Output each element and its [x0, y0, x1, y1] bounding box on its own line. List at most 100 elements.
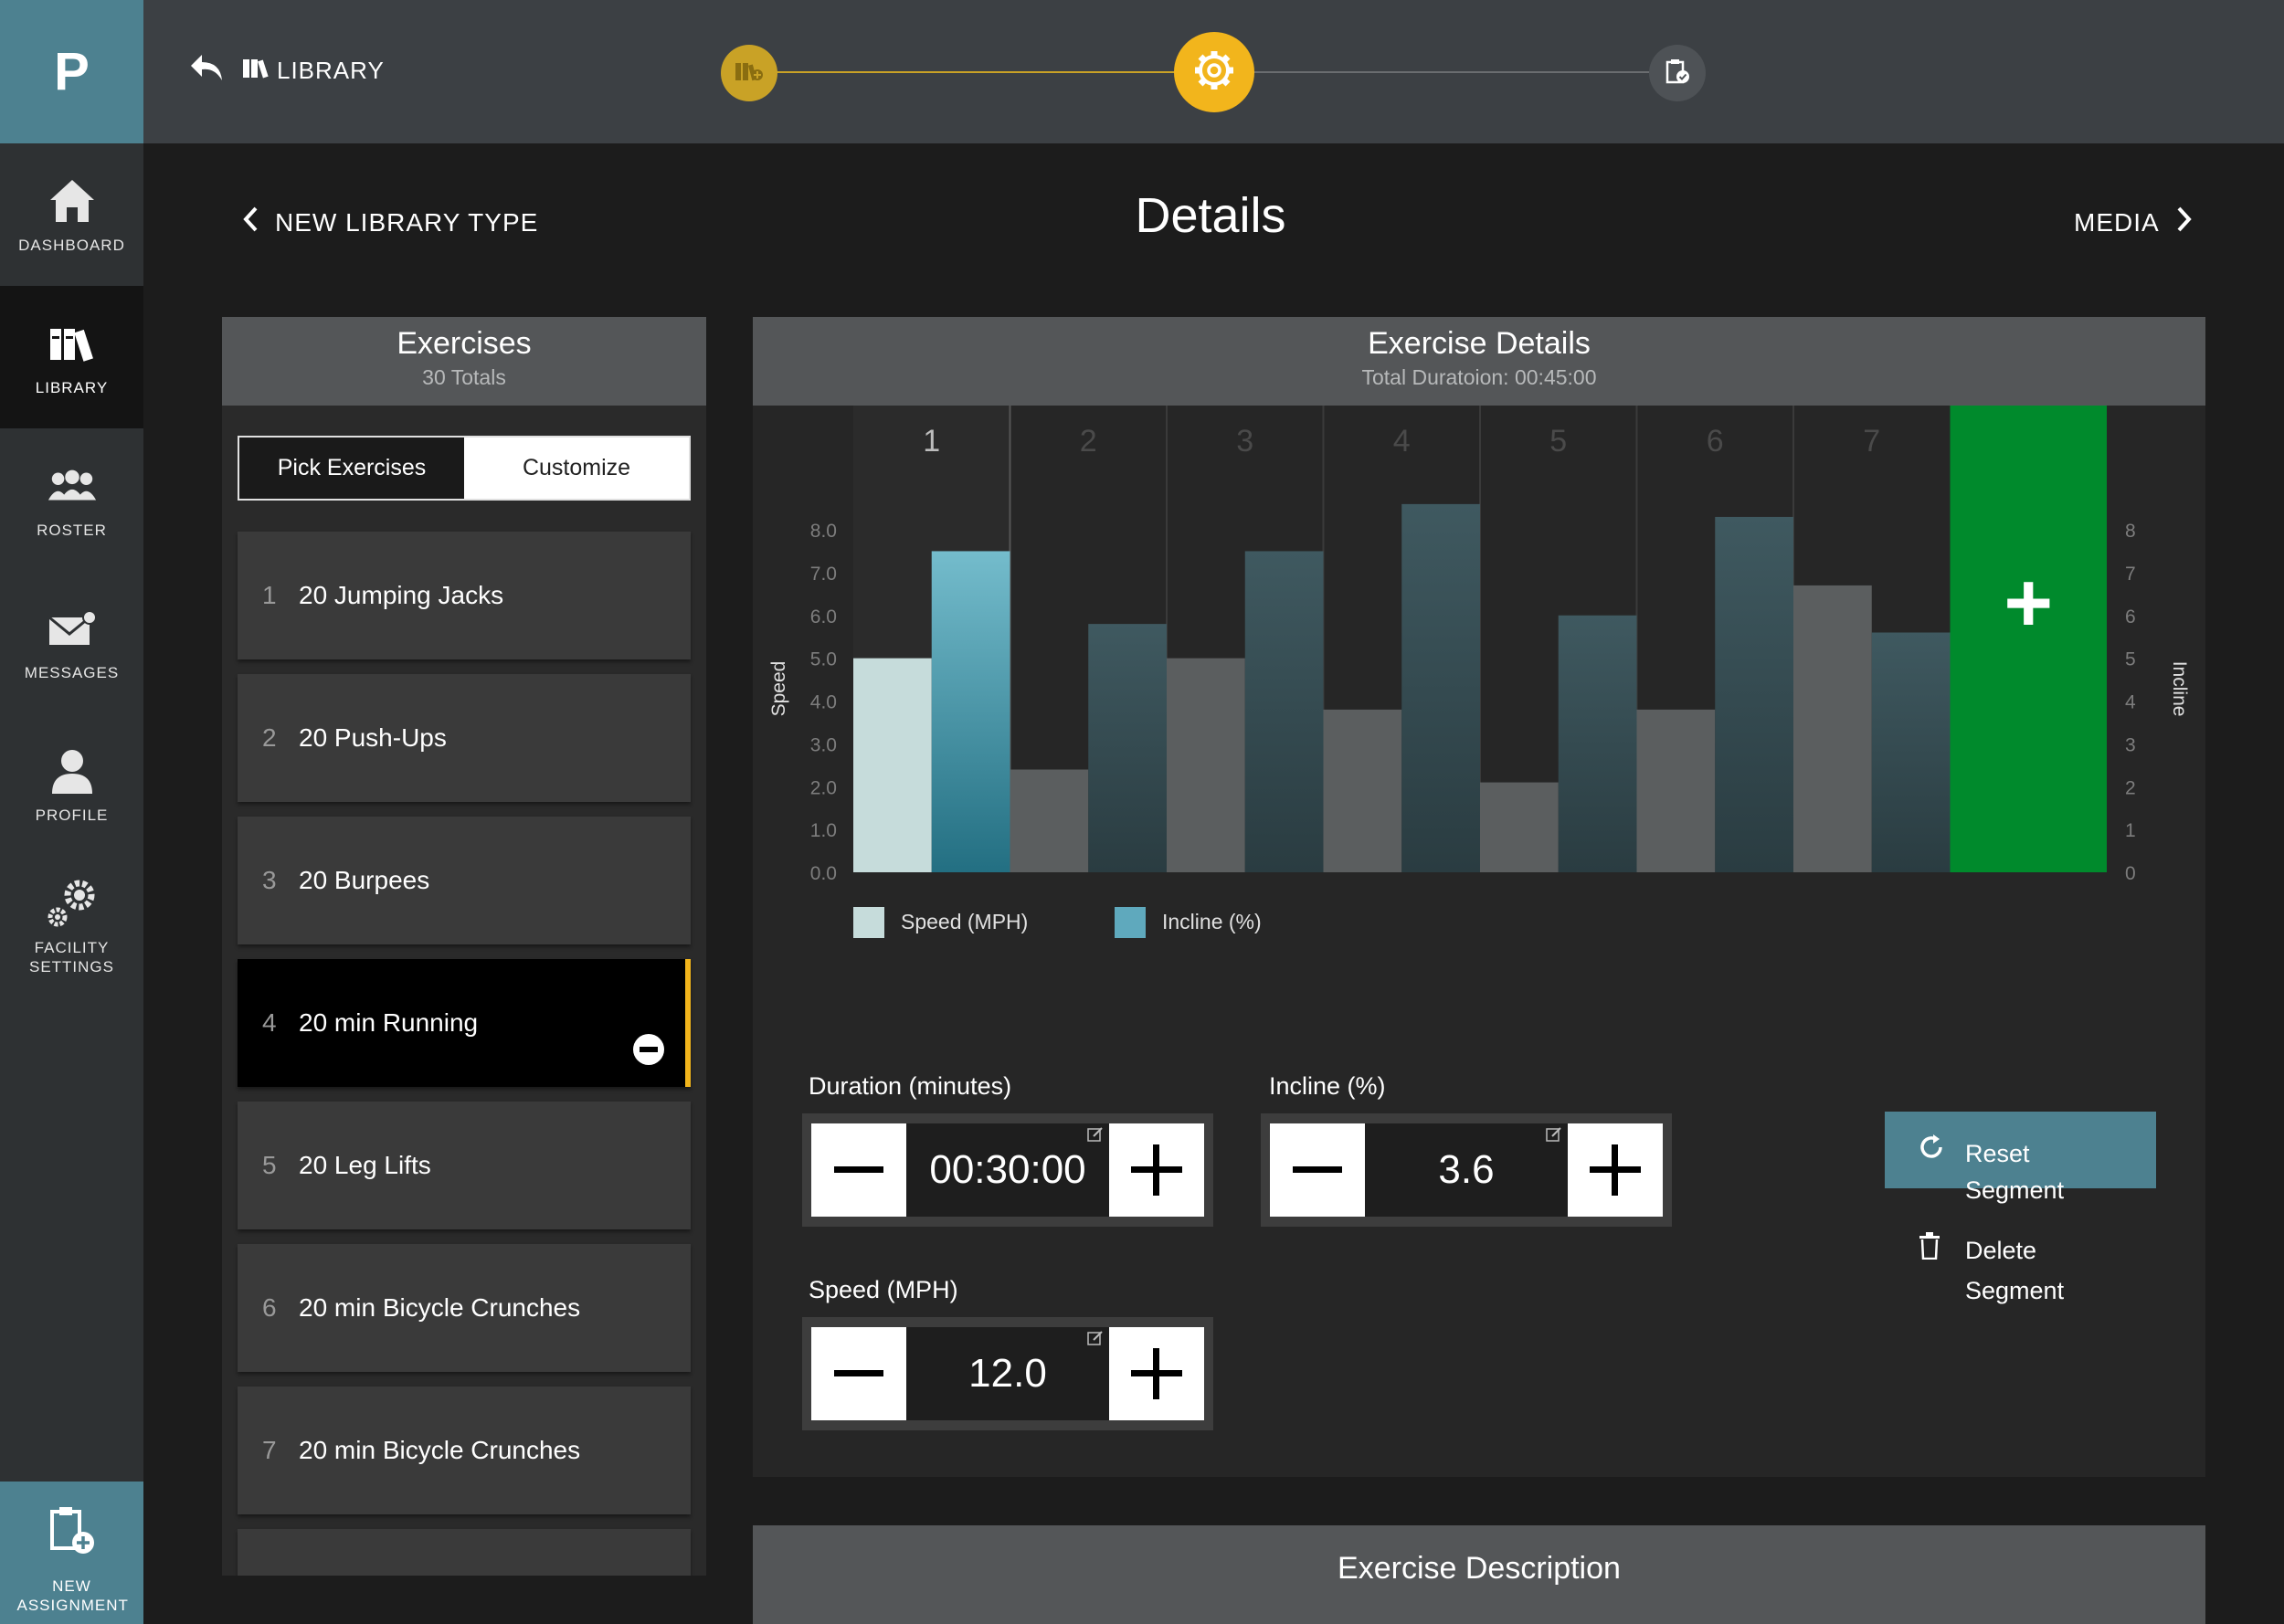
exercise-list-item[interactable]: 6 20 min Bicycle Crunches	[238, 1244, 691, 1372]
next-step-label: MEDIA	[2074, 207, 2160, 237]
y2-tick-label: 3	[2125, 734, 2136, 755]
exercise-number: 7	[262, 1436, 277, 1464]
exercise-list-item[interactable]: 2 20 Push-Ups	[238, 674, 691, 802]
duration-value[interactable]: 00:30:00	[906, 1123, 1109, 1217]
sidebar-item-label: FACILITY SETTINGS	[28, 939, 114, 975]
segment-number: 2	[1080, 424, 1097, 459]
exercise-list-item[interactable]: 7 20 min Bicycle Crunches	[238, 1387, 691, 1514]
step-media[interactable]	[1649, 45, 1706, 101]
envelope-icon	[47, 603, 98, 654]
minus-icon	[834, 1166, 883, 1173]
back-to-library-button[interactable]: LIBRARY	[189, 53, 385, 89]
exercise-number: 3	[262, 866, 277, 894]
speed-stepper: 12.0	[802, 1317, 1213, 1430]
next-step-link[interactable]: MEDIA	[2074, 206, 2193, 238]
exercise-description-title: Exercise Description	[1338, 1551, 1621, 1586]
exercises-header: Exercises 30 Totals	[222, 317, 706, 406]
chevron-left-icon	[242, 206, 259, 238]
group-icon	[47, 460, 98, 511]
speed-bar	[1167, 658, 1245, 872]
legend-label-incline: Incline (%)	[1162, 910, 1262, 933]
segment-chart: 1 2 3 4 5 6 7 +0.0 1.0 2.0 3.0 4.0 5.0 6.0 7.0 8.0 0 1 2 3 4…	[768, 406, 2190, 938]
tab-pick-exercises[interactable]: Pick Exercises	[239, 438, 464, 499]
exercise-list-item[interactable]: 1 20 Jumping Jacks	[238, 532, 691, 659]
reset-segment-button[interactable]: Reset Segment	[1885, 1112, 2156, 1204]
incline-increment-button[interactable]	[1568, 1123, 1663, 1217]
add-segment-button[interactable]	[1950, 406, 2108, 872]
sidebar-item-dashboard[interactable]: DASHBOARD	[0, 143, 143, 286]
exercise-name: 20 min Bicycle Crunches	[299, 1293, 581, 1322]
step-library-type[interactable]	[721, 45, 777, 101]
incline-label: Incline (%)	[1269, 1072, 1386, 1100]
books-icon	[242, 57, 270, 85]
sidebar-item-roster[interactable]: ROSTER	[0, 428, 143, 571]
y-axis-title: Speed	[768, 661, 789, 717]
exercise-list-item[interactable]: 3 20 Burpees	[238, 817, 691, 944]
tab-customize[interactable]: Customize	[464, 438, 689, 499]
legend-swatch-incline	[1115, 907, 1146, 938]
y-tick-label: 6.0	[810, 606, 837, 627]
y2-tick-label: 6	[2125, 606, 2136, 627]
prev-step-link[interactable]: NEW LIBRARY TYPE	[242, 206, 538, 238]
minus-icon	[834, 1370, 883, 1376]
speed-bar	[1480, 782, 1559, 872]
duration-stepper: 00:30:00	[802, 1113, 1213, 1227]
speed-decrement-button[interactable]	[811, 1327, 906, 1420]
y2-axis-title: Incline	[2169, 661, 2190, 717]
sidebar-item-library[interactable]: LIBRARY	[0, 286, 143, 428]
exercise-mode-tabs: Pick Exercises Customize	[238, 436, 691, 501]
speed-increment-button[interactable]	[1109, 1327, 1204, 1420]
sidebar-item-facility-settings[interactable]: FACILITY SETTINGS	[0, 856, 143, 998]
y-tick-label: 1.0	[810, 820, 837, 841]
plus-icon	[1131, 1348, 1182, 1399]
duration-decrement-button[interactable]	[811, 1123, 906, 1217]
sidebar-item-label: PROFILE	[35, 806, 109, 824]
y2-tick-label: 2	[2125, 777, 2136, 798]
duration-label: Duration (minutes)	[809, 1072, 1012, 1100]
y2-tick-label: 4	[2125, 692, 2136, 713]
remove-exercise-icon[interactable]	[632, 1033, 665, 1072]
page-title: Details	[1135, 188, 1286, 243]
exercise-details-title: Exercise Details	[1368, 326, 1591, 361]
top-bar: LIBRARY	[143, 0, 2284, 143]
segment-number: 6	[1707, 424, 1724, 459]
sidebar-item-messages[interactable]: MESSAGES	[0, 571, 143, 713]
sidebar: P DASHBOARD LIBRARY ROSTER MESSAGES PROF…	[0, 0, 143, 1624]
duration-increment-button[interactable]	[1109, 1123, 1204, 1217]
exercise-list-item-partial[interactable]	[238, 1529, 691, 1576]
sidebar-item-profile[interactable]: PROFILE	[0, 713, 143, 856]
exercise-name: 20 Burpees	[299, 866, 430, 894]
y-tick-label: 8.0	[810, 521, 837, 542]
exercise-list-item[interactable]: 5 20 Leg Lifts	[238, 1102, 691, 1229]
new-assignment-button[interactable]: NEW ASSIGNMENT	[0, 1482, 143, 1624]
exercise-number: 1	[262, 581, 277, 609]
segment-number: 1	[923, 424, 940, 459]
edit-icon	[1087, 1330, 1104, 1351]
incline-bar	[1244, 551, 1324, 872]
delete-segment-button[interactable]: Delete Segment	[1919, 1230, 2156, 1313]
y2-tick-label: 8	[2125, 521, 2136, 542]
speed-bar	[1636, 709, 1716, 872]
speed-value[interactable]: 12.0	[906, 1327, 1109, 1420]
exercise-details-panel: Exercise Details Total Duratoion: 00:45:…	[753, 317, 2205, 1477]
exercises-panel: Exercises 30 Totals Pick Exercises Custo…	[222, 317, 706, 1576]
exercise-name: 20 min Running	[299, 1008, 479, 1037]
incline-bar	[1088, 624, 1167, 872]
incline-value[interactable]: 3.6	[1365, 1123, 1568, 1217]
incline-stepper: 3.6	[1261, 1113, 1672, 1227]
exercise-list-item-selected[interactable]: 4 20 min Running	[238, 959, 691, 1087]
segment-number: 3	[1236, 424, 1253, 459]
refresh-icon	[1918, 1134, 1945, 1167]
total-duration: Total Duratoion: 00:45:00	[1361, 365, 1597, 389]
exercises-title: Exercises	[397, 326, 532, 361]
exercise-name: 20 Leg Lifts	[299, 1151, 431, 1179]
step-details[interactable]	[1174, 32, 1254, 112]
exercise-name: 20 Push-Ups	[299, 723, 447, 752]
plus-icon	[1590, 1144, 1641, 1196]
y-tick-label: 4.0	[810, 692, 837, 713]
delete-segment-label: Delete Segment	[1965, 1237, 2065, 1304]
incline-decrement-button[interactable]	[1270, 1123, 1365, 1217]
stepper-remaining-line	[1215, 71, 1669, 73]
speed-bar	[1793, 585, 1872, 872]
plus-icon	[1131, 1144, 1182, 1196]
